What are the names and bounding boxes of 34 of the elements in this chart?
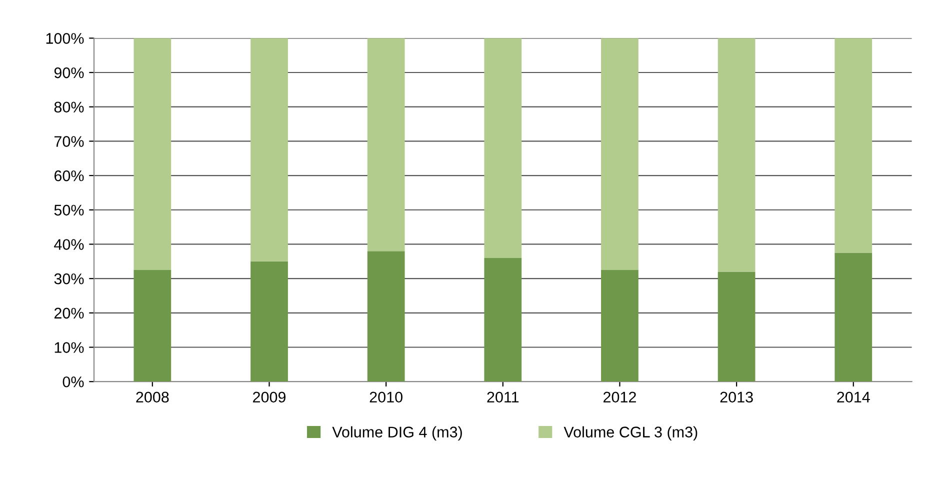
bar (718, 272, 756, 382)
x-tick-label: 2014 (837, 392, 870, 403)
bar (250, 38, 288, 262)
bar (367, 251, 405, 382)
y-tick-label: 40% (54, 239, 84, 250)
bar (134, 270, 172, 382)
x-tick-label: 2008 (136, 392, 169, 403)
bar (250, 261, 288, 382)
x-tick-label: 2011 (487, 392, 519, 403)
x-tick-label: 2009 (253, 392, 286, 403)
bar (601, 270, 638, 382)
bar (367, 38, 405, 252)
y-tick-label: 30% (54, 273, 84, 284)
x-tick-label: 2012 (604, 392, 636, 403)
y-tick-label: 20% (54, 308, 84, 319)
y-tick-label: 100% (46, 33, 84, 44)
y-tick-label: 90% (54, 67, 84, 78)
y-tick-label: 60% (54, 170, 84, 182)
bar (484, 258, 522, 382)
y-tick-label: 80% (54, 102, 84, 113)
x-tick-label: 2010 (370, 392, 402, 403)
bar (601, 38, 638, 270)
y-tick-label: 0% (62, 376, 84, 388)
bar (834, 252, 872, 382)
bar (134, 38, 172, 270)
legend-label: Volume CGL 3 (m3) (564, 426, 698, 440)
legend-label: Volume DIG 4 (m3) (332, 426, 462, 440)
y-tick-label: 50% (54, 204, 84, 216)
bar (834, 38, 872, 253)
y-tick-label: 10% (54, 342, 84, 353)
bar (484, 38, 522, 258)
y-tick-label: 70% (54, 136, 84, 147)
x-tick-label: 2013 (720, 392, 753, 403)
bar (718, 38, 756, 272)
